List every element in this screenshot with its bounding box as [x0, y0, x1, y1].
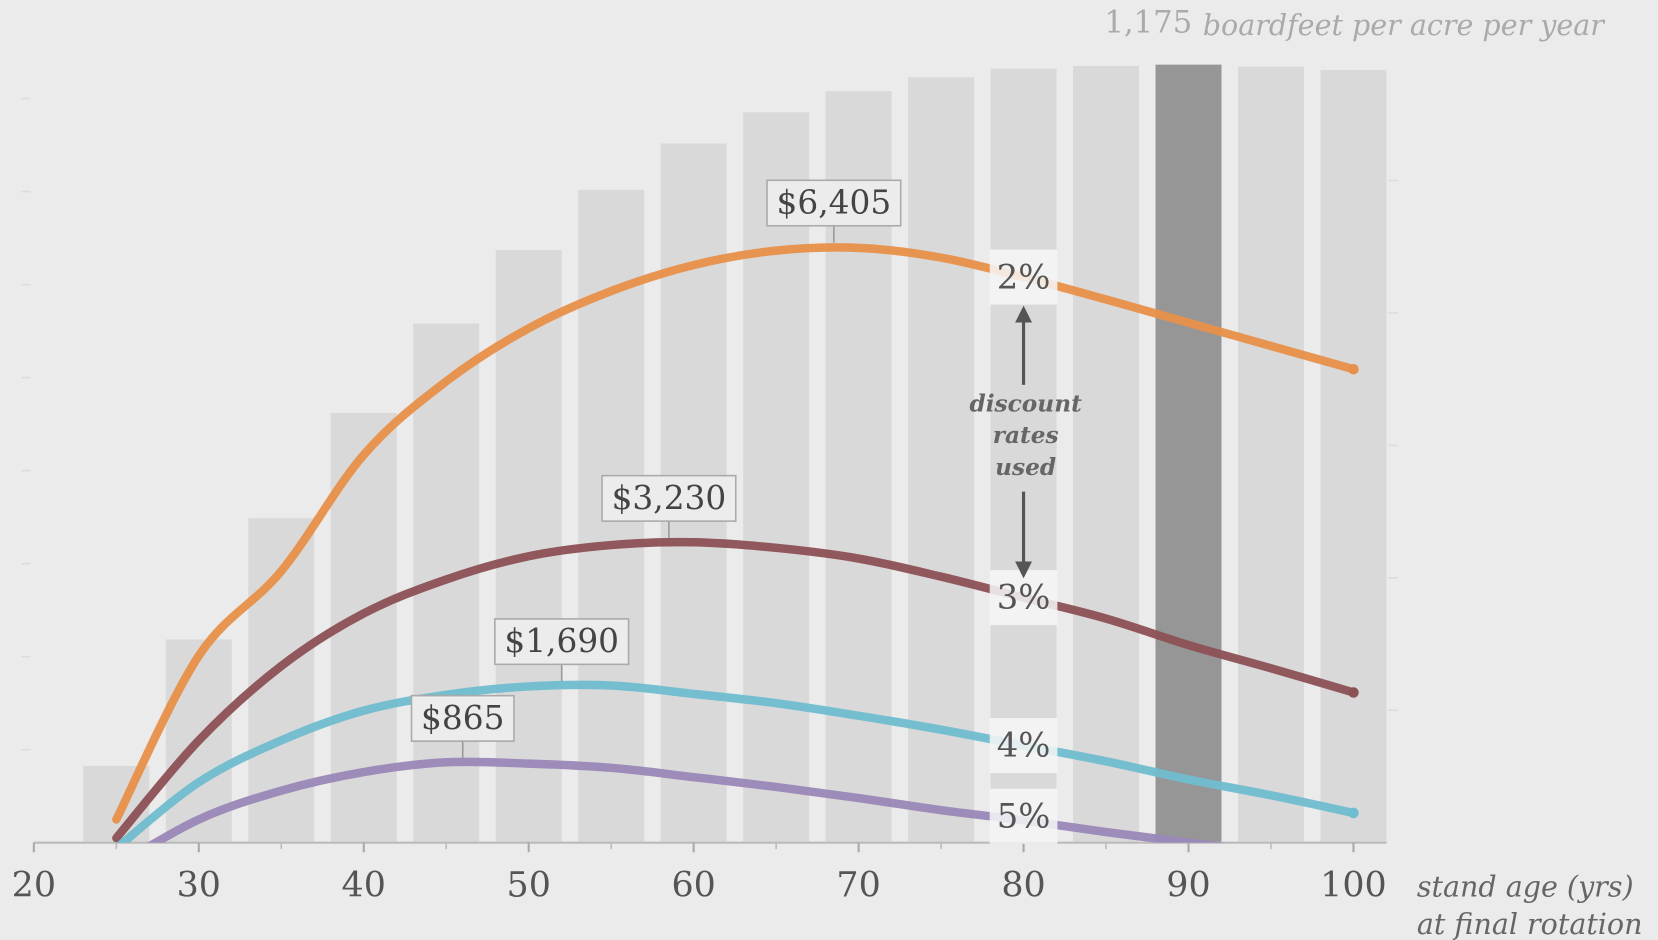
- bar-layer: [83, 64, 1387, 843]
- annotation: rates: [993, 422, 1059, 449]
- series-label: 5%: [997, 796, 1051, 835]
- x-tick-label: 70: [836, 866, 880, 906]
- peak-label: $865: [421, 699, 504, 737]
- series-label: 2%: [997, 257, 1051, 296]
- series-label-box: [989, 249, 1058, 305]
- bar: [1155, 64, 1222, 843]
- x-tick-label: 50: [507, 866, 551, 906]
- x-axis-title: stand age (yrs): [1417, 871, 1634, 904]
- line-end: [1348, 687, 1359, 698]
- bar: [743, 112, 810, 843]
- line: [112, 537, 1358, 843]
- line: [116, 680, 1358, 843]
- x-tick-label: 80: [1001, 866, 1045, 906]
- x-axis-title: at final rotation: [1417, 908, 1643, 940]
- series-label: 3%: [997, 578, 1051, 617]
- peak-callout: $3,230: [601, 474, 737, 539]
- line: [147, 757, 1226, 843]
- peak-box: [601, 474, 737, 522]
- arrow-head: [1015, 561, 1033, 579]
- peak-callout: $1,690: [494, 618, 630, 682]
- peak-label: $6,405: [777, 184, 892, 222]
- arrow-head: [1015, 305, 1033, 323]
- label-layer: 1,175 boardfeet per acre per year 20 30 40 50…: [12, 5, 1643, 940]
- bar: [908, 77, 975, 843]
- series-label-box: [989, 718, 1058, 774]
- bar-value-label: 1,175: [1104, 5, 1192, 40]
- x-tick-label: 90: [1166, 866, 1210, 906]
- line: [112, 243, 1358, 824]
- peak-callout: $865: [410, 694, 515, 759]
- peak-box: [410, 694, 515, 742]
- series-label-box: [989, 788, 1058, 844]
- x-tick-label: 40: [342, 866, 386, 906]
- line-layer: [112, 243, 1359, 843]
- series-label-box: [989, 570, 1058, 626]
- bar-unit-label: boardfeet per acre per year: [1203, 9, 1607, 42]
- peak-label: $1,690: [504, 622, 619, 660]
- line-end: [1348, 807, 1359, 819]
- peak-box: [766, 179, 902, 227]
- bar: [495, 250, 562, 843]
- line-end: [1348, 363, 1359, 375]
- bar: [990, 68, 1057, 843]
- bar: [1237, 66, 1304, 843]
- x-tick-label: 30: [177, 866, 221, 906]
- annotation: discount: [969, 390, 1082, 417]
- x-tick-label: 100: [1320, 866, 1387, 906]
- peak-label: $3,230: [612, 479, 727, 517]
- peak-callout: $6,405: [766, 179, 902, 243]
- peak-box: [494, 618, 630, 666]
- bar: [1320, 69, 1387, 843]
- x-tick-label: 60: [671, 866, 715, 906]
- bar: [1073, 65, 1140, 843]
- annotation: used: [995, 454, 1056, 481]
- x-tick-label: 20: [12, 866, 56, 906]
- series-label: 4%: [997, 726, 1051, 765]
